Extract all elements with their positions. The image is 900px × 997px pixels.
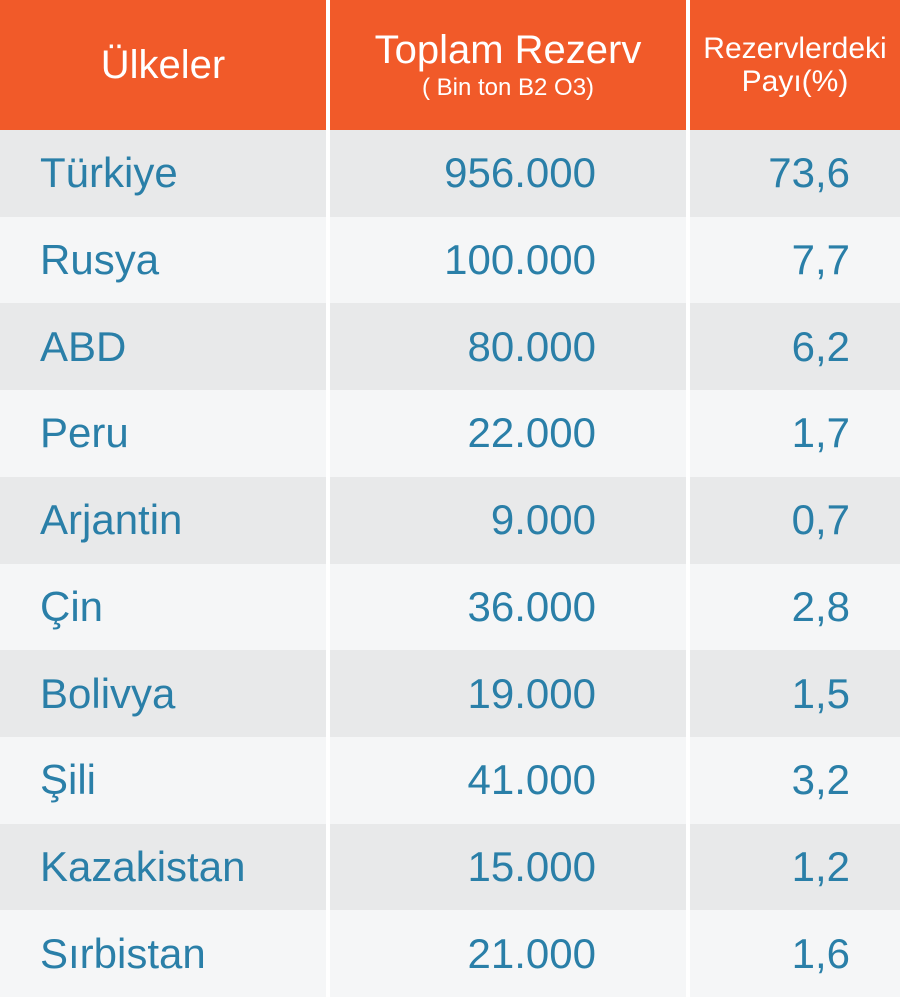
cell-country: Çin — [0, 564, 330, 651]
table-row: Sırbistan 21.000 1,6 — [0, 910, 900, 997]
cell-country: Rusya — [0, 217, 330, 304]
cell-country: ABD — [0, 303, 330, 390]
cell-reserve: 15.000 — [330, 824, 690, 911]
reserves-table: Ülkeler Toplam Rezerv ( Bin ton B2 O3) R… — [0, 0, 900, 997]
cell-reserve: 9.000 — [330, 477, 690, 564]
header-sublabel: ( Bin ton B2 O3) — [422, 74, 594, 102]
cell-reserve: 22.000 — [330, 390, 690, 477]
cell-country: Peru — [0, 390, 330, 477]
table-row: Rusya 100.000 7,7 — [0, 217, 900, 304]
cell-reserve: 19.000 — [330, 650, 690, 737]
cell-share: 1,7 — [690, 390, 900, 477]
table-row: Kazakistan 15.000 1,2 — [0, 824, 900, 911]
header-label: Toplam Rezerv — [375, 28, 642, 72]
cell-reserve: 956.000 — [330, 130, 690, 217]
cell-reserve: 100.000 — [330, 217, 690, 304]
cell-country: Sırbistan — [0, 910, 330, 997]
cell-country: Kazakistan — [0, 824, 330, 911]
header-label: Rezervlerdeki Payı(%) — [690, 32, 900, 98]
cell-share: 3,2 — [690, 737, 900, 824]
cell-country: Şili — [0, 737, 330, 824]
table-header-share: Rezervlerdeki Payı(%) — [690, 0, 900, 130]
cell-country: Arjantin — [0, 477, 330, 564]
cell-share: 1,2 — [690, 824, 900, 911]
cell-reserve: 36.000 — [330, 564, 690, 651]
cell-reserve: 80.000 — [330, 303, 690, 390]
cell-share: 1,5 — [690, 650, 900, 737]
cell-country: Türkiye — [0, 130, 330, 217]
cell-share: 6,2 — [690, 303, 900, 390]
cell-reserve: 21.000 — [330, 910, 690, 997]
table-row: Arjantin 9.000 0,7 — [0, 477, 900, 564]
table-row: Türkiye 956.000 73,6 — [0, 130, 900, 217]
table-row: Peru 22.000 1,7 — [0, 390, 900, 477]
table-header-countries: Ülkeler — [0, 0, 330, 130]
table-header-row: Ülkeler Toplam Rezerv ( Bin ton B2 O3) R… — [0, 0, 900, 130]
cell-share: 7,7 — [690, 217, 900, 304]
cell-reserve: 41.000 — [330, 737, 690, 824]
table-row: ABD 80.000 6,2 — [0, 303, 900, 390]
table-header-total-reserve: Toplam Rezerv ( Bin ton B2 O3) — [330, 0, 690, 130]
table-body: Türkiye 956.000 73,6 Rusya 100.000 7,7 A… — [0, 130, 900, 997]
table-row: Şili 41.000 3,2 — [0, 737, 900, 824]
cell-share: 2,8 — [690, 564, 900, 651]
header-label: Ülkeler — [101, 43, 225, 87]
cell-share: 1,6 — [690, 910, 900, 997]
table-row: Çin 36.000 2,8 — [0, 564, 900, 651]
cell-country: Bolivya — [0, 650, 330, 737]
table-row: Bolivya 19.000 1,5 — [0, 650, 900, 737]
cell-share: 0,7 — [690, 477, 900, 564]
cell-share: 73,6 — [690, 130, 900, 217]
